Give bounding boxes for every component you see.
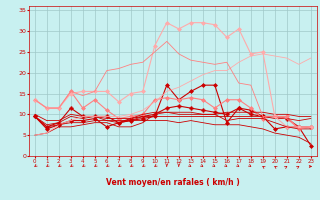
X-axis label: Vent moyen/en rafales ( km/h ): Vent moyen/en rafales ( km/h ) [106,178,240,187]
